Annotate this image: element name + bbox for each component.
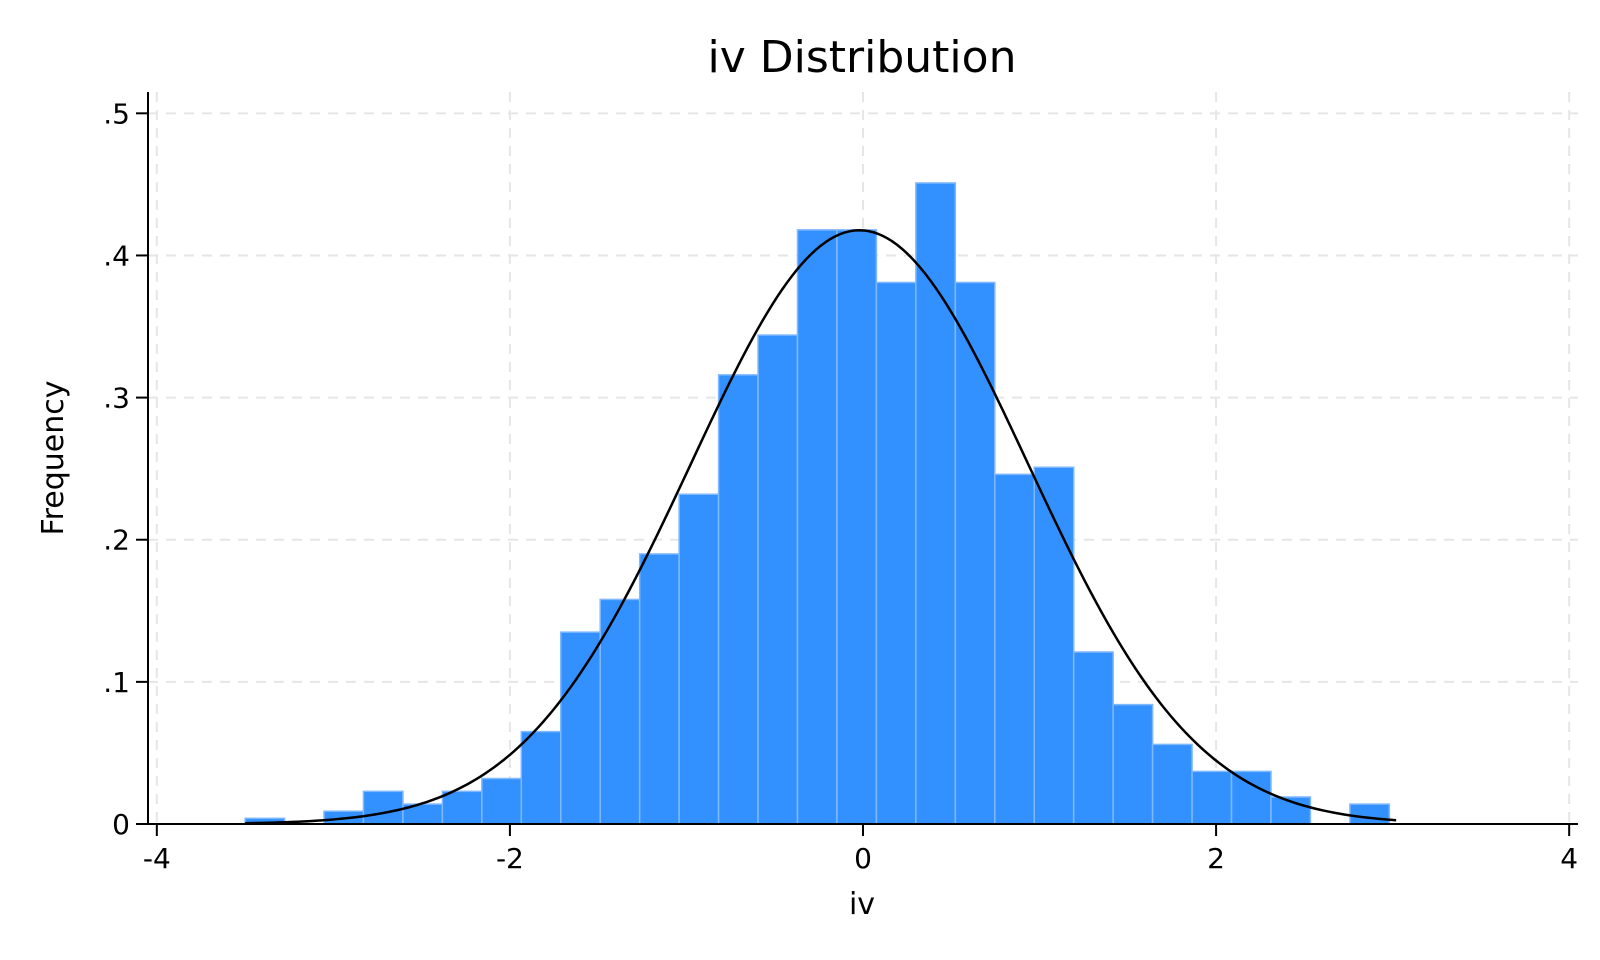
histogram-bar [875,281,917,825]
density-curve-group [245,228,1397,825]
x-axis-label: iv [849,887,875,922]
y-tick-label: .2 [103,524,130,557]
histogram-bar [362,790,404,825]
y-tick-label: .1 [103,666,130,699]
histogram-bar [599,598,641,825]
y-tick-label: .5 [103,97,130,130]
histogram-bar [441,790,483,825]
y-tick-label: 0 [112,808,130,841]
histogram-bar [796,229,838,825]
histogram-bar [1270,796,1312,825]
axes [136,92,1578,836]
x-tick-label: 2 [1207,842,1225,875]
x-tick-label: 0 [854,842,872,875]
tick-labels: -4 -2 0 2 4 0 .1 .2 .3 .4 .5 [103,97,1578,875]
density-curve [245,228,1397,825]
histogram-bar [757,334,799,825]
y-tick-label: .3 [103,382,130,415]
chart-title: iv Distribution [708,32,1017,83]
histogram-bar [954,281,996,825]
histogram-bar [994,473,1035,825]
histogram-bar [1349,803,1391,825]
x-tick-label: 4 [1560,842,1578,875]
histogram-bar [915,182,957,825]
x-tick-label: -2 [496,842,524,875]
histogram-bar [560,631,601,825]
histogram-bar [1112,703,1154,825]
histogram-bar [1151,743,1193,825]
histogram-bar [717,374,759,825]
histogram-bar [1072,651,1114,825]
histogram-bar [638,553,680,825]
histogram-bars [244,182,1391,825]
histogram-bar [678,493,720,825]
y-tick-label: .4 [103,239,130,272]
histogram-bar [1191,770,1233,825]
histogram-bar [1230,770,1272,825]
histogram-bar [520,730,562,825]
histogram-bar [481,777,523,825]
histogram-bar [836,229,878,825]
x-tick-label: -4 [143,842,171,875]
histogram-bar [1033,466,1075,825]
y-axis-label: Frequency [36,381,71,536]
